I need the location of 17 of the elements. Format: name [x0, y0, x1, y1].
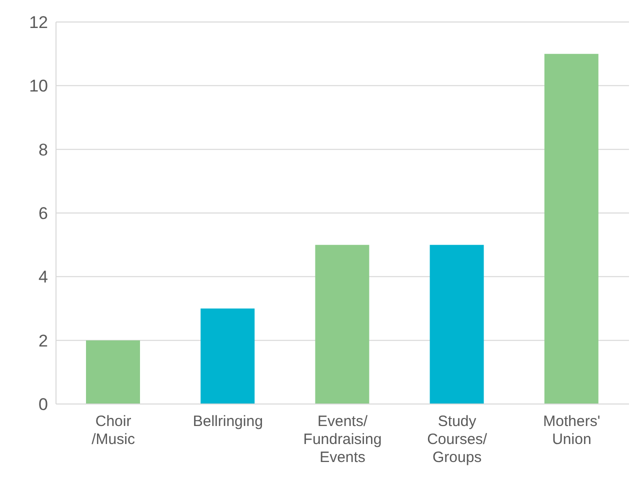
- x-tick-label: Choir /Music: [92, 413, 136, 448]
- bar: [86, 340, 140, 404]
- bar: [430, 244, 484, 404]
- bar: [200, 308, 255, 404]
- y-tick-label: 8: [38, 140, 48, 160]
- y-tick-label: 12: [29, 13, 48, 32]
- x-tick-label: Events/ Fundraising Events: [303, 413, 382, 466]
- y-tick-label: 2: [38, 331, 48, 350]
- y-tick-label: 6: [38, 204, 48, 224]
- x-tick-label: Study Courses/ Groups: [427, 413, 488, 466]
- x-tick-label: Mothers' Union: [543, 413, 600, 448]
- bar: [544, 54, 598, 404]
- x-tick-label: Bellringing: [192, 413, 263, 430]
- y-tick-label: 0: [38, 395, 48, 414]
- y-tick-label: 10: [29, 76, 48, 96]
- bar: [315, 244, 370, 404]
- y-tick-label: 4: [38, 268, 48, 287]
